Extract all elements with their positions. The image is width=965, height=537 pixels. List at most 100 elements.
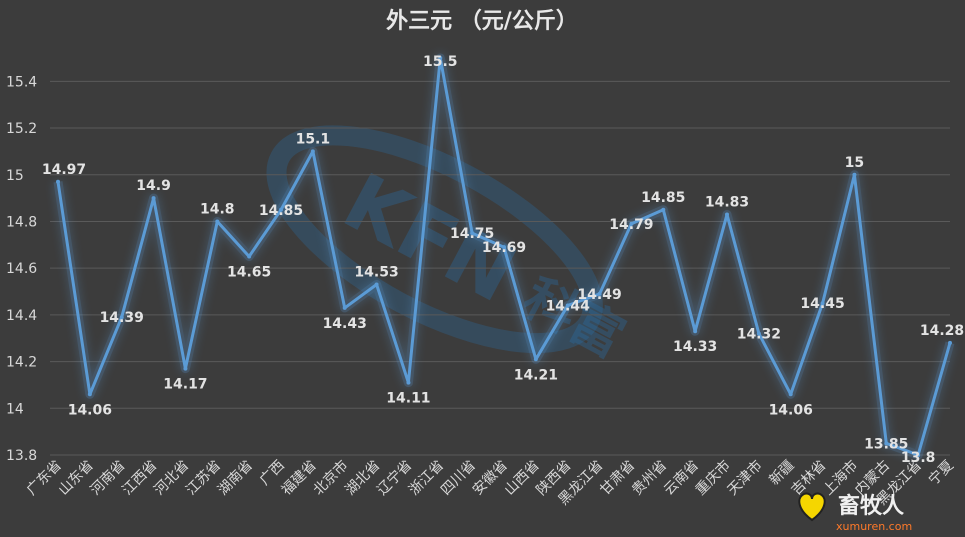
data-label: 14.44 (546, 299, 591, 315)
y-tick-label: 15.2 (6, 121, 37, 137)
logo-name: 畜牧人 (838, 493, 904, 519)
data-point (374, 282, 379, 287)
watermark-ring (266, 125, 603, 354)
data-point (342, 305, 347, 310)
data-point (215, 219, 220, 224)
x-tick-label: 贵州省 (629, 458, 670, 499)
y-tick-label: 13.8 (6, 448, 37, 464)
data-point (756, 331, 761, 336)
data-label: 14.17 (163, 377, 207, 393)
logo-url: xumuren.com (836, 520, 912, 533)
y-axis: 13.8 14 14.2 14.4 14.6 14.8 15 15.2 15.4 (6, 74, 37, 464)
data-label: 14.21 (514, 367, 558, 383)
x-tick-label: 吉林省 (788, 458, 829, 499)
x-tick-label: 上海市 (820, 457, 862, 499)
x-tick-label: 湖南省 (215, 458, 256, 499)
x-tick-label: 河北省 (151, 458, 192, 499)
x-tick-label: 重庆市 (692, 457, 734, 499)
x-tick-label: 山西省 (502, 458, 543, 499)
x-tick-label: 湖北省 (342, 458, 383, 499)
data-label: 13.85 (864, 436, 908, 452)
data-point (916, 453, 921, 457)
data-label: 14.32 (737, 327, 781, 343)
data-point (565, 303, 570, 308)
data-label: 14.83 (705, 194, 749, 210)
x-tick-label: 北京市 (310, 457, 352, 499)
data-point (661, 207, 666, 212)
data-point (310, 149, 315, 154)
y-tick-label: 14.4 (6, 308, 37, 324)
data-label: 14.45 (800, 296, 844, 312)
x-tick-label: 天津市 (724, 457, 766, 499)
heart-icon (798, 492, 826, 522)
data-label: 14.39 (100, 310, 144, 326)
data-label: 14.65 (227, 265, 271, 281)
x-tick-label: 云南省 (661, 458, 702, 499)
data-point (629, 221, 634, 226)
data-point (693, 329, 698, 334)
x-tick-label: 安徽省 (470, 458, 511, 499)
y-tick-label: 14.6 (6, 261, 37, 277)
data-label: 15 (845, 155, 864, 171)
data-label: 14.9 (136, 178, 171, 194)
data-point (151, 196, 156, 201)
data-point (533, 357, 538, 362)
data-label: 14.11 (386, 391, 430, 407)
y-tick-label: 15.4 (6, 74, 37, 90)
x-tick-label: 四川省 (438, 458, 479, 499)
x-tick-label: 浙江省 (406, 458, 447, 499)
data-point (788, 392, 793, 397)
data-label: 14.69 (482, 240, 526, 256)
series-line (53, 53, 955, 460)
data-label: 15.1 (296, 131, 331, 147)
data-point (852, 172, 857, 177)
x-tick-label: 福建省 (279, 458, 320, 499)
data-point (470, 231, 475, 236)
data-point (438, 56, 443, 60)
data-label: 14.06 (68, 402, 112, 418)
data-label: 14.33 (673, 339, 717, 355)
x-tick-label: 山东省 (56, 458, 97, 499)
data-point (406, 380, 411, 385)
y-tick-label: 14 (6, 401, 24, 417)
series-glow (53, 53, 955, 460)
y-tick-label: 15 (6, 168, 24, 184)
y-tick-label: 14.8 (6, 214, 37, 230)
data-point (948, 340, 952, 345)
data-point (56, 179, 60, 184)
gridlines (50, 80, 950, 456)
data-point (820, 301, 825, 306)
data-point (884, 441, 889, 446)
data-label: 14.97 (42, 162, 86, 178)
data-label: 14.8 (200, 201, 235, 217)
data-label: 14.06 (769, 402, 813, 418)
x-tick-label: 河南省 (88, 458, 129, 499)
data-point (247, 254, 252, 259)
data-point (502, 245, 506, 250)
x-tick-label: 江苏省 (183, 458, 224, 499)
data-point (183, 366, 188, 371)
data-point (279, 207, 283, 212)
data-label: 14.79 (609, 217, 653, 233)
data-label: 14.43 (323, 316, 367, 332)
data-label: 14.53 (354, 265, 398, 281)
chart-title: 外三元 （元/公斤） (386, 8, 578, 34)
data-label: 14.28 (920, 323, 964, 339)
data-label: 13.8 (901, 450, 936, 466)
data-point (725, 212, 729, 217)
x-tick-label: 辽宁省 (374, 457, 416, 499)
data-point (597, 291, 602, 296)
data-label: 15.5 (423, 54, 458, 70)
data-label: 14.49 (577, 287, 621, 303)
x-tick-label: 甘肃省 (597, 458, 638, 499)
data-point (87, 392, 92, 397)
x-tick-label: 江西省 (119, 458, 160, 499)
y-tick-label: 14.2 (6, 355, 37, 371)
data-point (119, 315, 124, 320)
site-logo: 畜牧人 xumuren.com (798, 492, 912, 533)
data-label: 14.75 (450, 226, 494, 242)
data-label: 14.85 (259, 203, 303, 219)
data-label: 14.85 (641, 190, 685, 206)
data-labels: 14.97 14.06 14.39 14.9 14.17 14.8 14.65 14.85 15… (42, 54, 964, 466)
